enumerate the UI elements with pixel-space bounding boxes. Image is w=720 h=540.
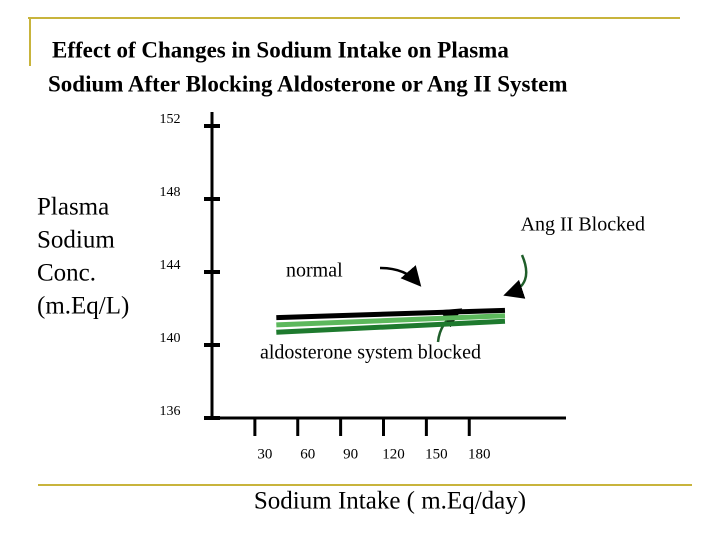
y-axis-label: Sodium xyxy=(37,227,115,254)
series-line xyxy=(276,307,506,321)
y-tick-label: 152 xyxy=(160,112,181,127)
x-axis-label: Sodium Intake ( m.Eq/day) xyxy=(254,488,526,515)
chart-title: Sodium After Blocking Aldosterone or Ang… xyxy=(48,71,567,96)
x-tick-label: 90 xyxy=(343,446,358,462)
y-axis-label: (m.Eq/L) xyxy=(37,293,129,320)
arrow xyxy=(379,265,422,287)
x-tick-label: 120 xyxy=(382,446,405,462)
x-tick-label: 180 xyxy=(468,446,491,462)
x-tick-label: 150 xyxy=(425,446,448,462)
y-tick-label: 136 xyxy=(160,404,181,419)
arrow xyxy=(503,254,528,299)
series-label: normal xyxy=(286,260,343,282)
series-line xyxy=(276,313,506,328)
chart-title: Effect of Changes in Sodium Intake on Pl… xyxy=(52,37,509,62)
y-tick-label: 148 xyxy=(160,185,181,200)
series-label: aldosterone system blocked xyxy=(260,342,481,364)
x-tick-label: 30 xyxy=(257,446,272,462)
series-label: Ang II Blocked xyxy=(521,214,645,236)
y-axis-label: Conc. xyxy=(37,260,96,287)
series-line xyxy=(276,318,506,335)
y-axis-label: Plasma xyxy=(37,194,109,221)
y-tick-label: 144 xyxy=(160,258,181,273)
x-tick-label: 60 xyxy=(300,446,315,462)
y-tick-label: 140 xyxy=(160,331,181,346)
